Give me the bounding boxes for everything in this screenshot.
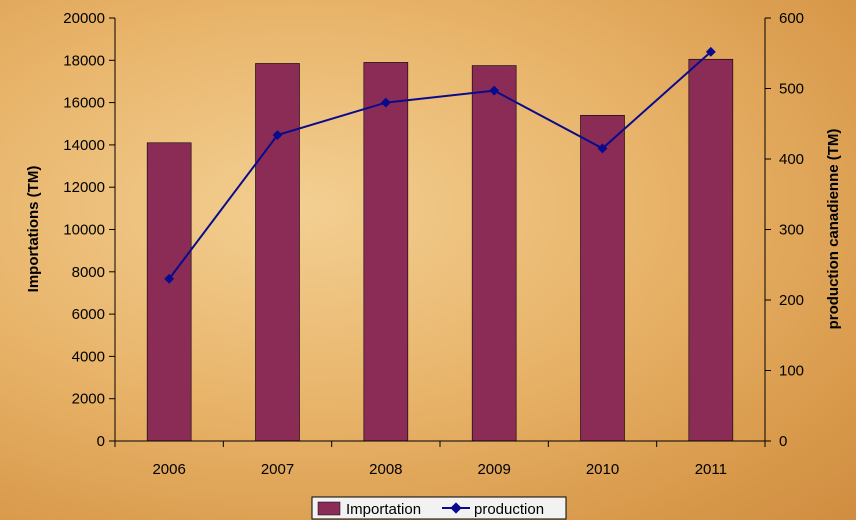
y-tick-label: 8000: [72, 264, 105, 281]
bar-2007: [255, 63, 300, 442]
x-tick-label-2008: 2008: [369, 461, 402, 478]
y2-axis-title: production canadienne (TM): [825, 129, 842, 330]
y-tick-label: 18000: [63, 52, 105, 69]
y-tick-label: 2000: [72, 391, 105, 408]
production-polyline: [168, 51, 712, 280]
legend-swatch-importation: [317, 501, 341, 516]
point-2011: [705, 46, 716, 57]
y2-tick-label: 300: [779, 222, 804, 239]
axes: 0200040006000800010000120001400016000180…: [63, 10, 804, 478]
y-tick-label: 14000: [63, 137, 105, 154]
y2-tick-label: 600: [779, 10, 804, 27]
point-2007: [272, 130, 283, 140]
bar-2006: [146, 142, 192, 442]
bar-2011: [688, 58, 734, 442]
y-tick-label: 20000: [63, 10, 105, 27]
bar-2009: [471, 65, 517, 442]
x-tick-label-2010: 2010: [586, 461, 619, 478]
y-tick-label: 16000: [63, 95, 105, 112]
y2-tick-label: 400: [779, 151, 804, 168]
bar-2008: [363, 62, 409, 442]
legend-box: [311, 496, 567, 520]
y2-tick-label: 0: [779, 433, 787, 450]
y2-tick-label: 200: [779, 292, 804, 309]
bar-2010: [580, 114, 625, 442]
x-tick-label-2006: 2006: [152, 461, 185, 478]
y-tick-label: 6000: [72, 306, 105, 323]
legend-marker-production: [450, 502, 462, 514]
y2-tick-label: 100: [779, 363, 804, 380]
x-tick-label-2009: 2009: [477, 461, 510, 478]
y-tick-label: 4000: [72, 348, 105, 365]
x-tick-label-2011: 2011: [695, 461, 727, 478]
y-tick-label: 10000: [63, 222, 105, 239]
y-tick-label: 0: [97, 433, 105, 450]
point-2010: [597, 143, 608, 154]
legend-label-production: production: [474, 501, 544, 518]
point-2006: [164, 273, 175, 284]
legend: Importation production: [311, 496, 567, 520]
x-tick-label-2007: 2007: [261, 461, 294, 478]
legend-label-importation: Importation: [346, 501, 421, 518]
y2-tick-label: 500: [779, 81, 804, 98]
bars: [146, 58, 734, 442]
production-line: [164, 46, 716, 284]
y-axis-title: Importations (TM): [25, 166, 42, 293]
y-tick-label: 12000: [63, 179, 105, 196]
